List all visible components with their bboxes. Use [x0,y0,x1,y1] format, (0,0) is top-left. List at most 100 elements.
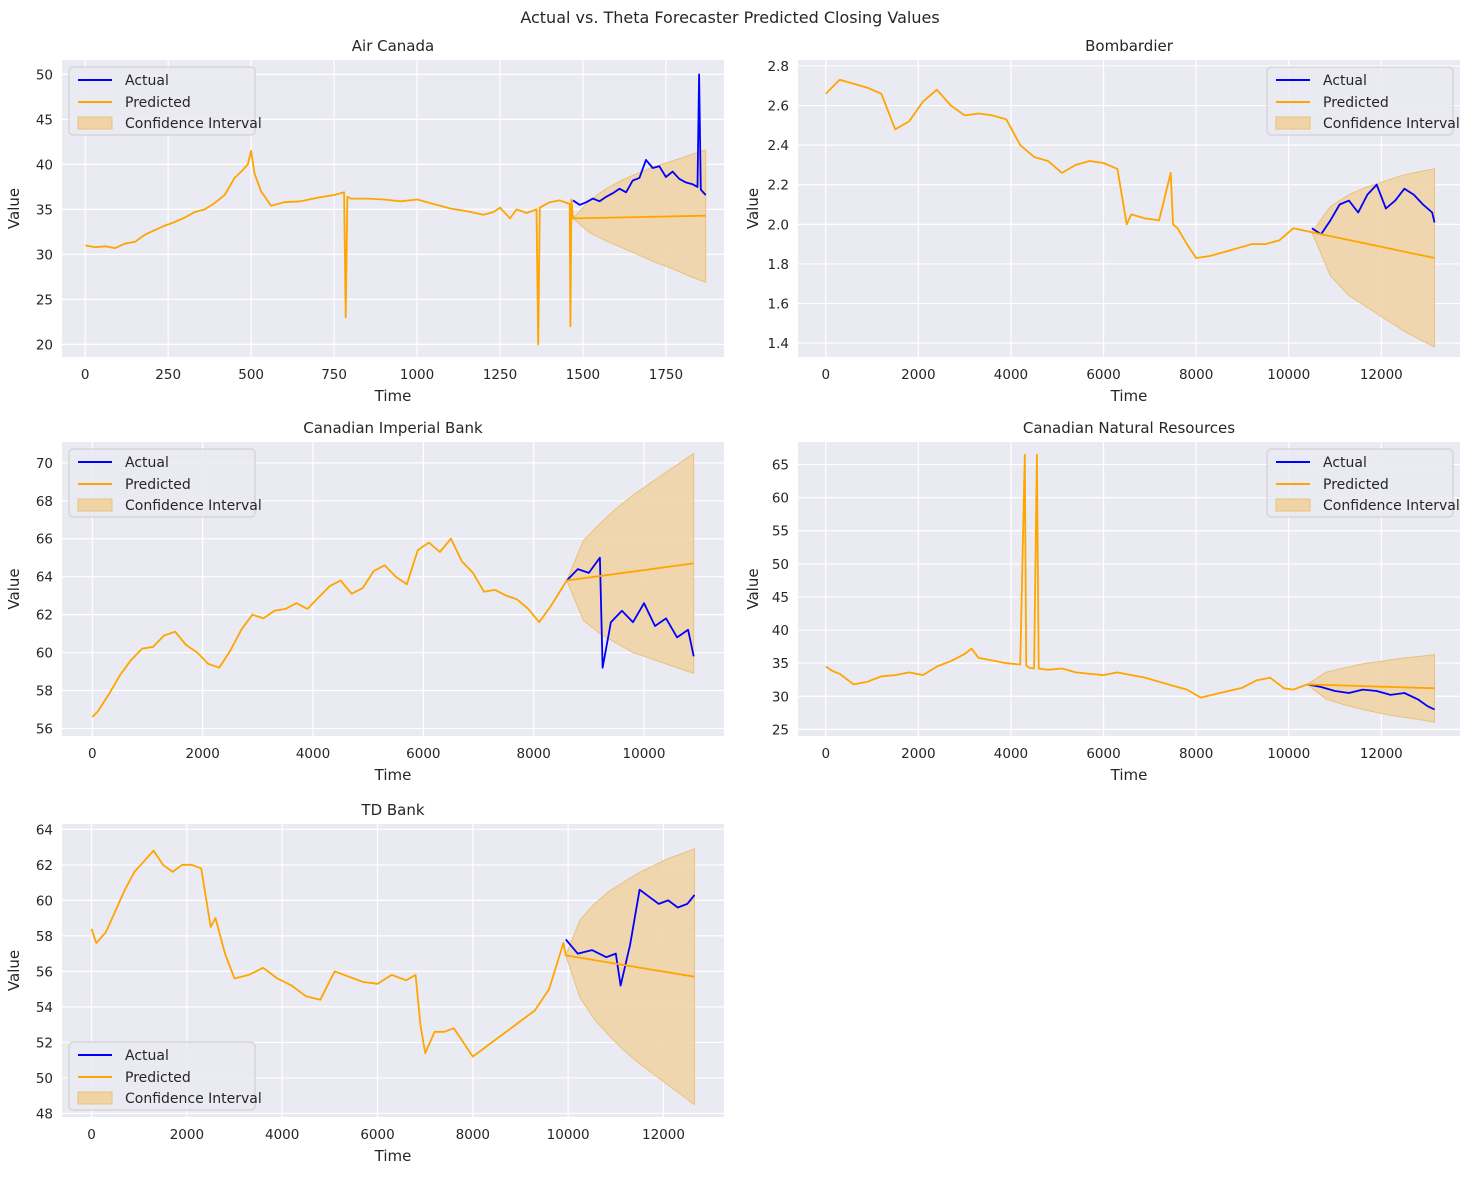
x-tick-label: 0 [81,367,90,383]
x-tick-label: 8000 [1179,746,1213,762]
x-axis-label: Time [374,766,412,784]
x-axis-label: Time [1110,766,1148,784]
y-tick-label: 1.8 [768,257,789,273]
y-tick-label: 60 [36,646,53,662]
y-tick-label: 1.6 [768,297,789,313]
x-tick-label: 6000 [360,1127,394,1143]
panels: 0 250 500 750 1000 1250 1500 175020253035404550… [5,37,1460,1165]
x-tick-label: 12000 [1360,746,1403,762]
x-tick-label: 4000 [994,367,1028,383]
x-tick-label: 1750 [649,367,683,383]
x-axis-label: Time [374,1147,412,1165]
y-tick-label: 64 [36,822,53,838]
legend-box [68,1041,256,1111]
chart-title: Canadian Natural Resources [1023,419,1235,437]
x-tick-label: 4000 [296,746,330,762]
chart-title: TD Bank [360,801,424,819]
y-tick-label: 2.0 [768,217,789,233]
y-tick-label: 30 [36,247,53,263]
x-tick-label: 750 [321,367,347,383]
y-tick-label: 65 [772,458,789,474]
y-tick-label: 54 [36,1000,53,1016]
plot-series [825,78,1436,348]
x-tick-label: 6000 [1086,367,1120,383]
legend-label: Predicted [125,95,191,111]
legend-ci-swatch [1275,116,1311,130]
x-tick-label: 6000 [406,746,440,762]
y-tick-label: 2.4 [768,138,789,154]
legend-label: Actual [1323,455,1367,471]
legend-label: Predicted [1323,95,1389,111]
legend-label: Confidence Interval [125,1091,262,1107]
predicted-series-line [91,537,694,718]
x-tick-label: 10000 [623,746,666,762]
x-tick-label: 12000 [642,1127,685,1143]
predicted-series-line [825,453,1435,699]
x-tick-label: 1000 [400,367,434,383]
y-tick-label: 2.2 [768,178,789,194]
y-tick-label: 40 [36,157,53,173]
legend: Actual Predicted Confidence Interval [1266,66,1460,136]
legend-label: Actual [125,455,169,471]
x-axis-label: Time [374,387,412,405]
chart-panel-1: 0 250 500 750 1000 1250 1500 1750 20 25 30 35 40 45 50… [5,37,724,405]
x-tick-label: 10000 [1267,746,1310,762]
legend: Actual Predicted Confidence Interval [1266,448,1460,518]
legend-label: Confidence Interval [1323,498,1460,514]
x-tick-label: 6000 [1086,746,1120,762]
y-tick-label: 70 [36,456,53,472]
legend-box [68,66,256,136]
actual-series-line [572,73,707,206]
x-tick-label: 500 [238,367,264,383]
legend-ci-swatch [77,1091,113,1105]
legend-label: Predicted [125,1070,191,1086]
y-tick-label: 66 [36,532,53,548]
y-tick-label: 45 [36,112,53,128]
x-tick-label: 2000 [170,1127,204,1143]
x-tick-label: 2000 [901,746,935,762]
legend-label: Confidence Interval [125,498,262,514]
y-tick-label: 2.8 [768,59,789,75]
legend: Actual Predicted Confidence Interval [68,448,262,518]
x-tick-label: 10000 [547,1127,590,1143]
legend-ci-swatch [77,498,113,512]
predicted-series-line [825,78,1435,259]
legend-label: Confidence Interval [125,116,262,132]
y-tick-label: 56 [36,721,53,737]
chart-panel-3: 0 2000 4000 6000 8000 10000 56 58 60 62 64 66 68 70 Ca… [5,419,724,784]
legend-label: Confidence Interval [1323,116,1460,132]
x-tick-label: 0 [87,1127,96,1143]
chart-panel-2: 0 2000 4000 6000 8000 10000 12000 1.4 1.6 1.8 2.0 2… [744,37,1460,405]
x-tick-label: 4000 [994,746,1028,762]
y-tick-label: 2.6 [768,99,789,115]
y-tick-label: 60 [36,893,53,909]
legend-box [68,448,256,518]
y-tick-label: 52 [36,1035,53,1051]
actual-series-line [1311,183,1436,236]
chart-title: Canadian Imperial Bank [303,419,483,437]
y-tick-label: 64 [36,570,53,586]
actual-series-line [566,556,695,669]
legend-box [1266,66,1454,136]
x-axis-label: Time [1110,387,1148,405]
x-tick-label: 1500 [566,367,600,383]
chart-panel-5: 0 2000 4000 6000 8000 10000 12000 48 50 52 54 56 58 6… [5,801,724,1165]
y-axis-label: Value [744,568,762,609]
legend: Actual Predicted Confidence Interval [68,66,262,136]
plot-series [85,73,707,346]
confidence-interval-band [1306,654,1435,723]
confidence-interval-band [565,848,695,1106]
x-tick-label: 0 [821,367,830,383]
y-tick-label: 20 [36,337,53,353]
y-tick-label: 50 [36,67,53,83]
y-tick-label: 55 [772,524,789,540]
legend: Actual Predicted Confidence Interval [68,1041,262,1111]
x-tick-label: 10000 [1267,367,1310,383]
legend-box [1266,448,1454,518]
y-tick-label: 58 [36,683,53,699]
x-tick-label: 1250 [483,367,517,383]
y-tick-label: 58 [36,929,53,945]
figure-title: Actual vs. Theta Forecaster Predicted Cl… [520,8,939,27]
y-axis-label: Value [744,188,762,229]
legend-ci-swatch [1275,498,1311,512]
